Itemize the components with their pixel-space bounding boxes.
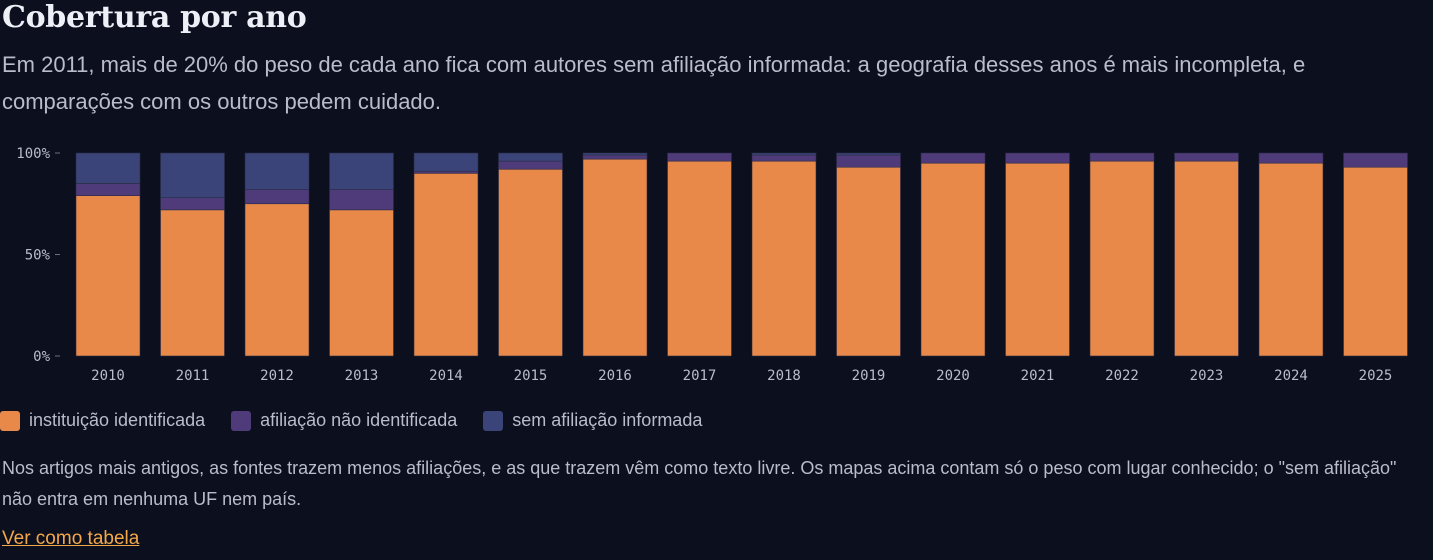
bar-segment	[75, 195, 141, 357]
bar-segment	[244, 152, 310, 190]
bar-segment	[160, 209, 225, 357]
bar-segment	[498, 152, 563, 162]
bar-segment	[1343, 152, 1408, 168]
bar-segment	[160, 152, 225, 198]
bar-segment	[329, 152, 394, 190]
legend-item-unidentified: afiliação não identificada	[231, 410, 457, 431]
bar-segment	[160, 197, 225, 211]
legend-item-identified: instituição identificada	[0, 410, 205, 431]
bar-segment	[75, 183, 141, 196]
bar-segment	[1089, 152, 1155, 162]
x-tick-label: 2010	[91, 368, 125, 384]
bar-segment	[413, 170, 479, 174]
y-tick-label: 0%	[33, 349, 50, 365]
x-tick-label: 2013	[345, 368, 379, 384]
bar-segment	[920, 152, 986, 164]
bar-segment	[751, 160, 817, 357]
y-tick-label: 50%	[25, 248, 51, 264]
bar-segment	[836, 154, 901, 168]
x-tick-label: 2014	[429, 368, 463, 384]
bar-segment	[751, 152, 817, 156]
bar-segment	[836, 166, 901, 357]
bar-segment	[582, 158, 648, 357]
bar-segment	[1258, 162, 1324, 357]
x-tick-label: 2020	[936, 368, 970, 384]
y-tick-label: 100%	[16, 146, 50, 162]
bar-segment	[413, 152, 479, 172]
bar-segment	[1089, 160, 1155, 357]
legend-swatch	[231, 410, 252, 431]
bar-segment	[329, 189, 394, 211]
page-title: Cobertura por ano	[2, 0, 307, 35]
bar-segment	[329, 209, 394, 357]
legend-swatch	[0, 410, 20, 431]
bar-segment	[582, 152, 648, 156]
bar-segment	[920, 162, 986, 357]
legend-label: sem afiliação informada	[512, 410, 703, 430]
bar-segment	[1258, 152, 1324, 164]
bar-segment	[751, 154, 817, 162]
legend-item-no-affiliation: sem afiliação informada	[483, 410, 702, 431]
bar-segment	[667, 160, 732, 357]
bar-segment	[836, 152, 901, 156]
x-tick-label: 2011	[176, 368, 210, 384]
x-tick-label: 2017	[683, 368, 717, 384]
x-tick-label: 2015	[514, 368, 548, 384]
stacked-bar-chart: 100% 50% 0% 2010 2011 2012 2013 2014 2015 2016 201…	[16, 146, 1408, 384]
bar-segment	[413, 172, 479, 357]
bar-segment	[75, 152, 141, 184]
legend-label: instituição identificada	[29, 410, 206, 430]
bar-segment	[244, 189, 310, 205]
bar-segment	[498, 160, 563, 170]
bar-segment	[1005, 162, 1070, 357]
chart-legend: instituição identificada afiliação não i…	[0, 410, 702, 431]
page-subtitle: Em 2011, mais de 20% do peso de cada ano…	[2, 52, 1306, 114]
bar-segment	[1174, 160, 1239, 357]
x-tick-label: 2025	[1359, 368, 1393, 384]
bar-segment	[244, 203, 310, 357]
legend-swatch	[483, 410, 504, 431]
bar-segment	[667, 152, 732, 162]
legend-label: afiliação não identificada	[260, 410, 458, 430]
bar-segment	[582, 154, 648, 160]
x-tick-label: 2019	[852, 368, 886, 384]
bar-segment	[498, 168, 563, 357]
x-tick-label: 2018	[767, 368, 801, 384]
x-tick-label: 2012	[260, 368, 294, 384]
view-as-table-link[interactable]: Ver como tabela	[2, 528, 140, 549]
x-tick-label: 2023	[1190, 368, 1224, 384]
bar-segment	[1174, 152, 1239, 162]
bar-segment	[1343, 166, 1408, 357]
bar-segment	[1005, 152, 1070, 164]
x-tick-label: 2021	[1021, 368, 1055, 384]
chart-note: Nos artigos mais antigos, as fontes traz…	[2, 458, 1397, 509]
x-tick-label: 2022	[1105, 368, 1139, 384]
x-tick-label: 2016	[598, 368, 632, 384]
x-tick-label: 2024	[1274, 368, 1308, 384]
